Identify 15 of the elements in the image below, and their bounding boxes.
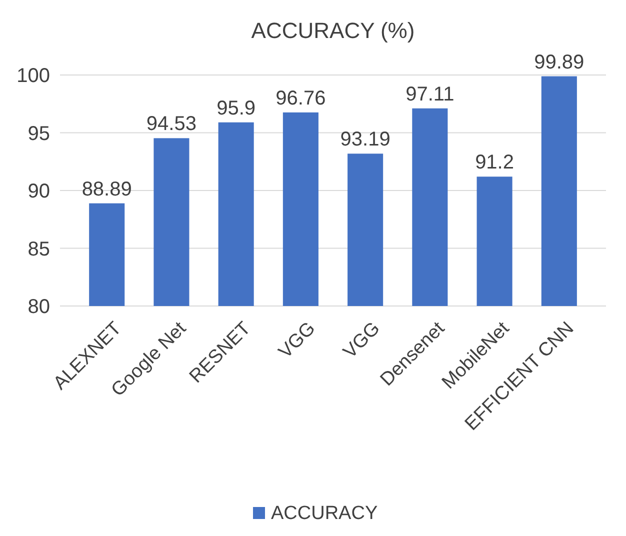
- data-label: 97.11: [406, 83, 454, 106]
- data-label: 88.89: [82, 178, 132, 200]
- data-label: 96.76: [276, 87, 326, 110]
- y-tick-label: 80: [28, 296, 50, 318]
- data-label: 99.89: [534, 51, 584, 74]
- y-tick-label: 85: [28, 238, 50, 260]
- data-label: 91.2: [475, 152, 514, 174]
- chart-title: ACCURACY (%): [251, 18, 415, 43]
- y-tick-label: 100: [16, 65, 50, 87]
- data-label: 93.19: [340, 128, 390, 151]
- data-label: 94.53: [146, 113, 196, 136]
- y-tick-label: 95: [28, 122, 50, 145]
- legend-label: ACCURACY: [271, 503, 378, 524]
- data-label: 95.9: [216, 97, 256, 120]
- y-tick-label: 90: [28, 180, 50, 202]
